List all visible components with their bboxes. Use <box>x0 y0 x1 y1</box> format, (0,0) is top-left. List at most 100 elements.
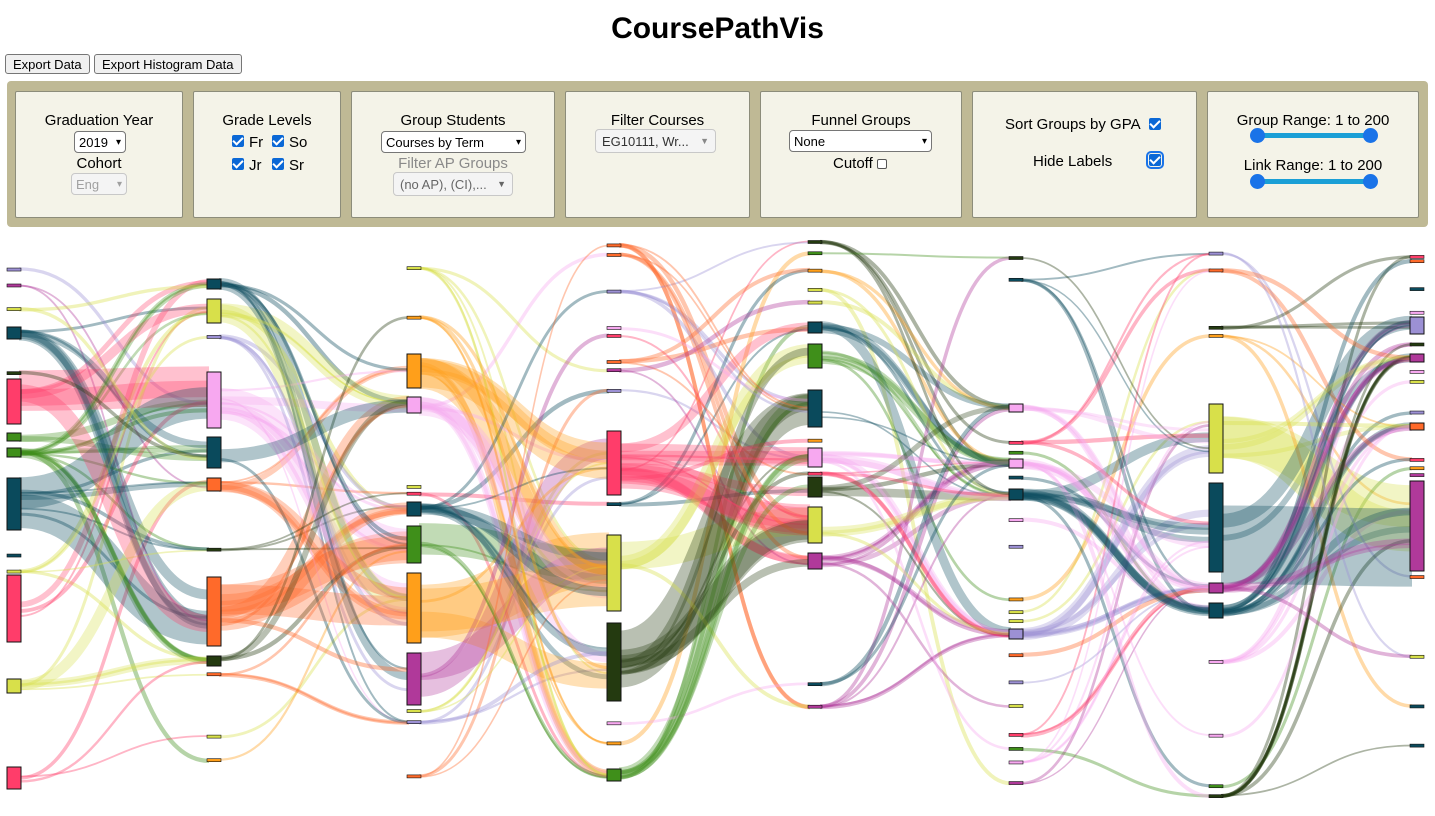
sankey-node[interactable] <box>807 552 823 570</box>
sankey-node[interactable] <box>1208 582 1224 594</box>
sankey-node[interactable] <box>1008 450 1024 455</box>
cutoff-checkbox[interactable] <box>877 159 887 169</box>
sankey-node[interactable] <box>606 368 622 373</box>
sankey-node[interactable] <box>606 326 622 330</box>
cohort-select[interactable]: Eng ▾ <box>71 173 127 195</box>
link-range-min-handle[interactable] <box>1250 174 1265 189</box>
sankey-node[interactable] <box>606 253 622 257</box>
graduation-year-select[interactable]: 2019 ▾ <box>74 131 126 153</box>
sankey-node[interactable] <box>206 758 222 762</box>
sankey-node[interactable] <box>206 371 222 429</box>
sankey-node[interactable] <box>1409 480 1425 572</box>
sankey-node[interactable] <box>406 315 422 320</box>
sankey-node[interactable] <box>606 622 622 702</box>
sankey-node[interactable] <box>1409 380 1425 384</box>
group-students-select[interactable]: Courses by Term ▾ <box>381 131 526 153</box>
sankey-node[interactable] <box>606 534 622 612</box>
group-range-slider[interactable] <box>1250 128 1378 144</box>
sankey-node[interactable] <box>406 720 422 724</box>
sankey-node[interactable] <box>1409 422 1425 431</box>
sankey-node[interactable] <box>807 321 823 334</box>
sr-checkbox[interactable] <box>272 158 284 170</box>
sankey-node[interactable] <box>1409 575 1425 579</box>
funnel-groups-select[interactable]: None ▾ <box>789 130 932 152</box>
sankey-node[interactable] <box>406 353 422 389</box>
sankey-node[interactable] <box>1208 794 1224 798</box>
sort-gpa-checkbox[interactable] <box>1149 118 1161 130</box>
sankey-node[interactable] <box>606 721 622 726</box>
sankey-node[interactable] <box>1008 277 1024 282</box>
sankey-node[interactable] <box>206 335 222 339</box>
sankey-node[interactable] <box>1409 654 1425 659</box>
sankey-node[interactable] <box>606 360 622 364</box>
sankey-node[interactable] <box>1409 353 1425 363</box>
sankey-node[interactable] <box>807 288 823 292</box>
sankey-node[interactable] <box>1008 653 1024 658</box>
sankey-node[interactable] <box>807 506 823 544</box>
sankey-node[interactable] <box>807 300 823 305</box>
sankey-node[interactable] <box>1208 334 1224 338</box>
sankey-node[interactable] <box>1409 370 1425 374</box>
sankey-node[interactable] <box>6 766 22 790</box>
sankey-node[interactable] <box>1008 403 1024 413</box>
sankey-node[interactable] <box>807 471 823 476</box>
sankey-node[interactable] <box>1409 743 1425 748</box>
sankey-node[interactable] <box>1008 781 1024 785</box>
sankey-node[interactable] <box>807 251 823 256</box>
sankey-node[interactable] <box>406 709 422 713</box>
sankey-node[interactable] <box>206 477 222 492</box>
export-data-button[interactable]: Export Data <box>5 54 90 74</box>
sankey-node[interactable] <box>6 326 22 340</box>
sankey-node[interactable] <box>406 396 422 414</box>
sankey-node[interactable] <box>1208 403 1224 474</box>
sankey-node[interactable] <box>807 447 823 468</box>
sankey-node[interactable] <box>1409 310 1425 315</box>
sankey-node[interactable] <box>1008 518 1024 522</box>
sankey-node[interactable] <box>1008 704 1024 708</box>
sankey-node[interactable] <box>1008 256 1024 260</box>
sankey-node[interactable] <box>1008 619 1024 623</box>
sankey-node[interactable] <box>1008 680 1024 685</box>
sankey-node[interactable] <box>6 678 22 694</box>
sankey-node[interactable] <box>606 768 622 782</box>
sankey-node[interactable] <box>1409 473 1425 477</box>
sankey-node[interactable] <box>1409 287 1425 291</box>
filter-ap-select[interactable]: (no AP), (CI),... ▼ <box>393 172 513 196</box>
link-range-max-handle[interactable] <box>1363 174 1378 189</box>
sankey-node[interactable] <box>1409 458 1425 462</box>
sankey-node[interactable] <box>1208 784 1224 789</box>
sankey-node[interactable] <box>1208 733 1224 738</box>
sankey-node[interactable] <box>206 672 222 677</box>
sankey-node[interactable] <box>406 525 422 564</box>
sankey-node[interactable] <box>406 491 422 496</box>
sankey-node[interactable] <box>1208 602 1224 619</box>
sankey-node[interactable] <box>606 334 622 338</box>
sankey-node[interactable] <box>1409 316 1425 335</box>
sankey-node[interactable] <box>6 569 22 574</box>
sankey-node[interactable] <box>606 502 622 506</box>
group-range-max-handle[interactable] <box>1363 128 1378 143</box>
sankey-node[interactable] <box>606 243 622 248</box>
sankey-node[interactable] <box>1208 660 1224 664</box>
sankey-node[interactable] <box>807 476 823 498</box>
sankey-node[interactable] <box>1008 628 1024 640</box>
sankey-node[interactable] <box>1008 610 1024 615</box>
sankey-node[interactable] <box>1008 760 1024 765</box>
sankey-node[interactable] <box>807 389 823 428</box>
sankey-node[interactable] <box>206 436 222 469</box>
sankey-node[interactable] <box>1409 259 1425 263</box>
sankey-node[interactable] <box>406 501 422 517</box>
filter-courses-select[interactable]: EG10111, Wr... ▼ <box>595 129 716 153</box>
sankey-node[interactable] <box>606 741 622 746</box>
sankey-node[interactable] <box>1208 268 1224 273</box>
sankey-node[interactable] <box>206 576 222 647</box>
sankey-node[interactable] <box>1008 733 1024 737</box>
sankey-node[interactable] <box>1008 440 1024 445</box>
sankey-node[interactable] <box>1409 255 1425 259</box>
sankey-node[interactable] <box>6 283 22 288</box>
sankey-node[interactable] <box>206 655 222 667</box>
sankey-node[interactable] <box>1008 597 1024 602</box>
sankey-node[interactable] <box>206 298 222 324</box>
group-range-min-handle[interactable] <box>1250 128 1265 143</box>
sankey-node[interactable] <box>206 734 222 739</box>
